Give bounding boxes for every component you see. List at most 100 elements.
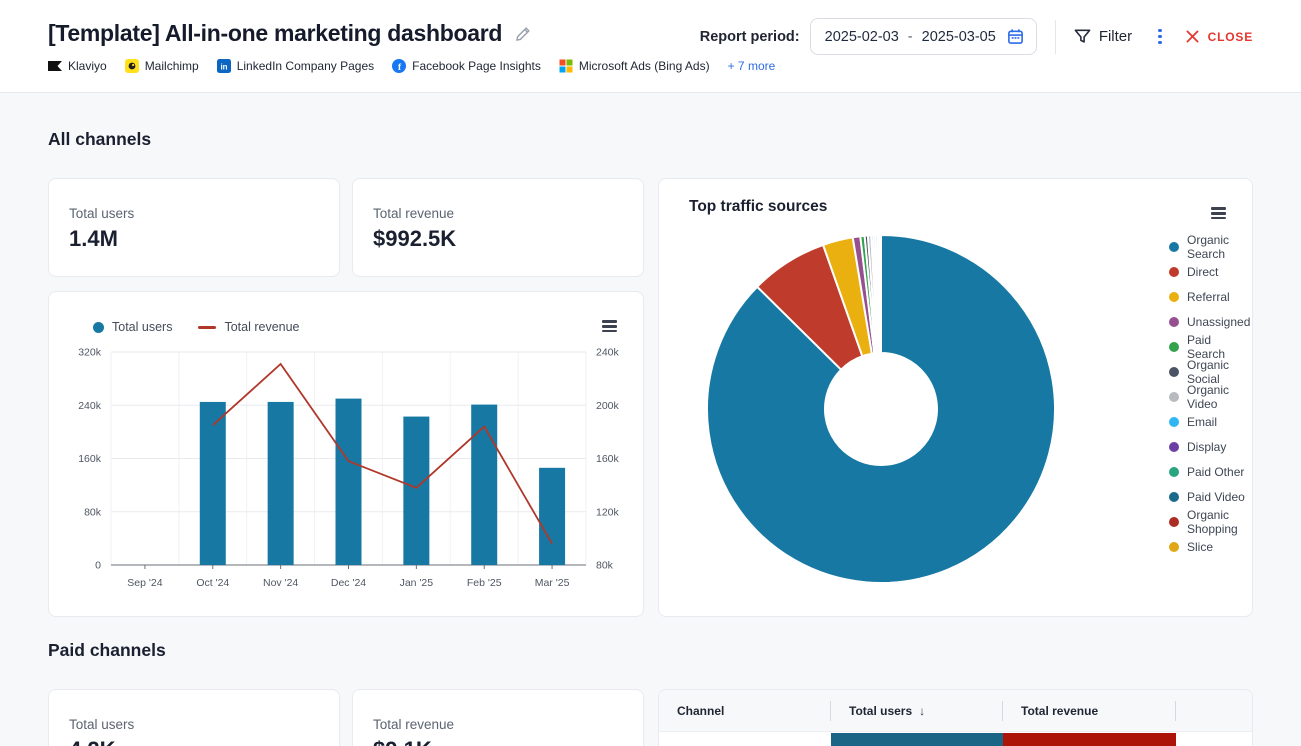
more-options-button[interactable]	[1156, 22, 1164, 51]
bar-Jan '25[interactable]	[403, 416, 430, 565]
linkedin-icon: in	[216, 59, 231, 73]
legend-dot-icon	[1169, 241, 1179, 252]
dashboard-header: [Template] All-in-one marketing dashboar…	[0, 0, 1301, 93]
legend-label: Total users	[112, 320, 173, 334]
table-header: Channel Total users ↓ Total revenue	[659, 690, 1252, 732]
legend-label: Email	[1187, 414, 1218, 429]
traffic-sources-donut-chart	[706, 233, 1056, 584]
right-axis-tick: 200k	[596, 400, 620, 412]
kpi-value: 4.2K	[69, 737, 319, 746]
bar-Mar '25[interactable]	[539, 467, 566, 565]
kpi-card-total-revenue-paid: Total revenue $9.1K	[352, 689, 644, 746]
page-title: [Template] All-in-one marketing dashboar…	[48, 20, 503, 46]
connector-mailchimp: Mailchimp	[124, 59, 199, 73]
column-header-total-users[interactable]: Total users ↓	[831, 690, 1003, 732]
revenue-line[interactable]	[212, 362, 553, 545]
bar-Oct '24[interactable]	[199, 401, 226, 565]
chart-menu-button[interactable]	[600, 316, 619, 337]
close-button-label: CLOSE	[1207, 29, 1253, 44]
column-header-label: Channel	[677, 704, 725, 718]
filter-button-label: Filter	[1098, 28, 1133, 45]
kpi-label: Total revenue	[373, 206, 455, 221]
hamburger-icon	[602, 318, 617, 335]
klaviyo-icon	[48, 61, 62, 71]
filter-button[interactable]: Filter	[1074, 28, 1132, 45]
bar-Dec '24[interactable]	[335, 398, 362, 565]
legend-dot-icon	[1169, 416, 1179, 427]
edit-title-icon[interactable]	[514, 25, 532, 43]
left-axis-tick: 320k	[78, 347, 102, 359]
kpi-card-total-users-paid: Total users 4.2K	[48, 689, 340, 746]
kpi-value: $992.5K	[373, 226, 457, 251]
legend-item-referral[interactable]: Referral	[1169, 284, 1252, 309]
column-divider	[830, 701, 831, 721]
column-divider	[1002, 701, 1003, 721]
column-header-label: Total revenue	[1021, 704, 1099, 718]
legend-dot-icon	[1169, 466, 1179, 477]
legend-item-line[interactable]: Total revenue	[198, 320, 300, 334]
more-connectors-link[interactable]: + 7 more	[727, 59, 776, 73]
legend-label: Referral	[1187, 289, 1230, 304]
legend-label: Paid Search	[1187, 332, 1226, 361]
legend-item-organic-shopping[interactable]: Organic Shopping	[1169, 508, 1252, 536]
date-to: 2025-03-05	[921, 28, 996, 45]
legend-label: Paid Other	[1187, 464, 1245, 479]
legend-item-display[interactable]: Display	[1169, 434, 1252, 459]
column-header-channel[interactable]: Channel	[659, 690, 831, 732]
legend-item-paid-video[interactable]: Paid Video	[1169, 484, 1252, 509]
right-axis-tick: 80k	[596, 560, 614, 572]
section-heading-paid-channels: Paid channels	[48, 640, 166, 660]
date-range-picker[interactable]: 2025-02-03 - 2025-03-05	[809, 18, 1037, 55]
legend-dot-icon	[1169, 316, 1179, 327]
donut-chart-title: Top traffic sources	[689, 198, 828, 215]
legend-label: Direct	[1187, 264, 1219, 279]
column-header-total-revenue[interactable]: Total revenue	[1003, 690, 1176, 732]
left-axis-tick: 160k	[78, 453, 102, 465]
donut-slice-slice[interactable]	[878, 233, 882, 355]
close-icon	[1186, 30, 1199, 43]
connector-label: Klaviyo	[68, 59, 107, 73]
close-button[interactable]: CLOSE	[1186, 30, 1253, 44]
legend-label: Unassigned	[1187, 314, 1251, 329]
filter-icon	[1074, 29, 1091, 43]
legend-item-paid-search[interactable]: Paid Search	[1169, 332, 1252, 361]
legend-item-slice[interactable]: Slice	[1169, 534, 1252, 559]
legend-line-icon	[198, 325, 217, 329]
chart-menu-button[interactable]	[1209, 203, 1228, 224]
legend-label: Slice	[1187, 539, 1214, 554]
bar-Feb '25[interactable]	[471, 404, 498, 565]
kpi-label: Total revenue	[373, 717, 455, 732]
x-axis-label: Mar '25	[535, 577, 570, 589]
date-separator: -	[907, 28, 913, 45]
cell-bar-total-users	[831, 733, 1003, 746]
donut-slice-organic-search[interactable]	[706, 234, 1056, 584]
legend-item-bar[interactable]: Total users	[93, 320, 172, 334]
kpi-card-total-users-all: Total users 1.4M	[48, 178, 340, 277]
x-axis-label: Sep '24	[127, 577, 162, 589]
legend-item-paid-other[interactable]: Paid Other	[1169, 459, 1252, 484]
legend-dot-icon	[93, 321, 104, 333]
legend-item-organic-search[interactable]: Organic Search	[1169, 233, 1252, 261]
microsoft-icon	[559, 59, 573, 73]
kpi-label: Total users	[69, 206, 135, 221]
column-header-actions[interactable]	[1176, 690, 1252, 732]
table-row[interactable]	[659, 732, 1252, 746]
x-axis-label: Dec '24	[331, 577, 366, 589]
legend-item-organic-social[interactable]: Organic Social	[1169, 358, 1252, 386]
legend-item-unassigned[interactable]: Unassigned	[1169, 309, 1252, 334]
date-from: 2025-02-03	[824, 28, 899, 45]
legend-item-email[interactable]: Email	[1169, 409, 1252, 434]
paid-channels-table-card: Channel Total users ↓ Total revenue	[658, 689, 1253, 746]
legend-item-organic-video[interactable]: Organic Video	[1169, 383, 1252, 411]
bar-Nov '24[interactable]	[267, 401, 294, 565]
left-axis-tick: 240k	[78, 400, 102, 412]
connector-linkedin: in LinkedIn Company Pages	[216, 59, 374, 73]
connector-facebook: f Facebook Page Insights	[392, 59, 541, 73]
svg-text:f: f	[398, 63, 402, 73]
legend-item-direct[interactable]: Direct	[1169, 259, 1252, 284]
donut-legend: Organic Search Direct Referral Unassigned Pa…	[1169, 233, 1252, 559]
legend-dot-icon	[1169, 441, 1179, 452]
section-heading-all-channels: All channels	[48, 129, 152, 149]
combo-chart-legend: Total users Total revenue	[93, 320, 300, 334]
